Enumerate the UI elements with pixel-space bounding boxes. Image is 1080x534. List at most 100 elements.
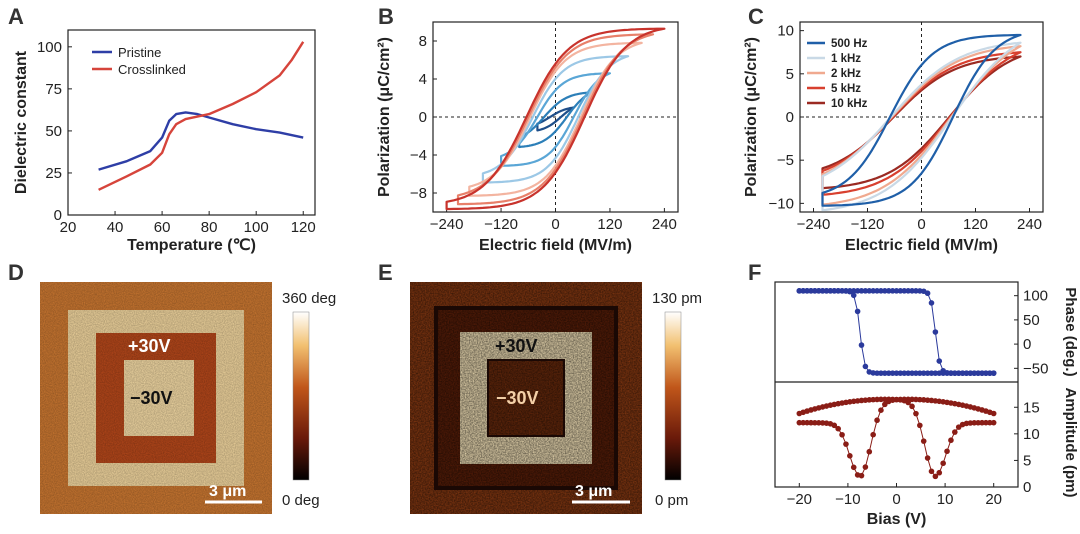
y-axis-label-c: Polarization (μC/cm²) [743,37,760,197]
amp-point-f [913,396,919,403]
amp-point-f [940,460,946,467]
phase-tick-label-f: 0 [1023,336,1031,353]
phase-point-f [924,370,931,376]
phase-point-f [909,288,915,294]
y-tick-label-b: −8 [410,185,427,202]
x-tick-label-c: 0 [917,216,925,233]
legend-label-crosslinked: Crosslinked [118,62,186,77]
amp-tick-label-f: 15 [1023,399,1040,416]
axes-frame-f [774,281,1019,488]
amp-point-f [936,469,943,476]
amp-tick-label-f: 0 [1023,479,1031,496]
x-tick-label-f: 20 [985,491,1002,508]
series-line-crosslinked [98,41,305,191]
amp-point-f [924,455,931,461]
x-tick-label-a: 40 [107,219,124,236]
phase-point-f [901,370,908,376]
phase-point-f [987,370,993,376]
x-tick-label-f: 10 [937,491,954,508]
amp-point-f [854,472,861,478]
amp-point-f [975,419,981,426]
scalebar-label-d: 3 μm [209,483,246,500]
amp-point-f [815,419,822,426]
legend-label-c: 10 kHz [831,98,868,110]
phase-point-f [812,288,818,294]
phase-point-f [936,358,943,364]
x-axis-label-f: Bias (V) [867,511,927,528]
phase-point-f [808,288,814,294]
amp-point-f [920,438,927,444]
y-tick-label-a: 75 [45,81,62,98]
amp-point-f [874,396,880,403]
panel-label-e: E [378,260,393,285]
phase-point-f [967,370,974,376]
amp-tick-label-f: 5 [1023,452,1031,469]
chart-c: −240 −120 0 120 240 −10 −5 0 5 10 Electric field (… [743,21,1044,254]
phase-point-f [905,370,911,376]
amp-point-f [990,419,997,426]
phase-point-f [913,370,919,376]
hysteresis-loop-160 [481,55,630,184]
phase-point-f [990,370,997,376]
phase-point-f [893,288,900,294]
phase-point-f [839,288,845,294]
amp-point-f [839,431,845,438]
legend-label-pristine: Pristine [118,45,161,60]
phase-point-f [932,370,939,376]
phase-point-f [858,342,865,348]
panel-label-a: A [8,4,24,29]
phase-point-f [870,288,876,294]
amp-point-f [987,419,993,426]
y-tick-label-c: 10 [777,23,794,40]
x-tick-label-b: 0 [551,216,559,233]
legend-label-c: 500 Hz [831,38,868,50]
x-tick-label-a: 60 [154,219,171,236]
phase-point-f [889,288,896,294]
y-tick-label-c: −10 [769,195,794,212]
x-tick-label-b: −240 [430,216,464,233]
y-tick-label-a: 25 [45,165,62,182]
amp-point-f [804,419,810,426]
y-tick-label-c: −5 [777,152,794,169]
phase-point-f [862,288,869,294]
phase-point-f [924,290,931,297]
amp-point-f [870,431,876,438]
y-tick-label-a: 0 [54,207,62,224]
phase-point-f [796,288,803,294]
phase-point-f [952,370,958,376]
amp-point-f [928,468,935,475]
x-tick-label-c: −120 [851,216,885,233]
axes-frame-a [67,29,316,216]
amp-point-f [909,396,915,403]
x-tick-label-c: −240 [797,216,831,233]
amp-point-f [878,407,884,414]
amp-line-f [799,398,994,477]
amp-point-f [862,464,869,470]
x-axis-label-a: Temperature (℃) [127,237,256,254]
label-minus-30v-d: −30V [130,388,173,408]
phase-point-f [940,370,946,376]
colorbar-max-e: 130 pm [652,290,702,307]
amp-point-f [866,448,873,455]
phase-point-f [920,370,927,376]
hysteresis-loop-500-hz [821,33,1022,207]
colorbar-min-e: 0 pm [655,492,688,509]
phase-point-f [866,288,873,294]
phase-point-f [878,370,884,376]
label-plus-30v-e: +30V [495,336,538,356]
y-tick-label-a: 50 [45,123,62,140]
chart-f: −20 −10 0 10 20 100 50 0 −50 0 5 10 15 Bias (V) Phase … [774,281,1079,528]
x-tick-label-b: 240 [652,216,677,233]
phase-axis-label-f: Phase (deg.) [1062,287,1079,376]
amp-point-f [819,420,826,426]
x-tick-label-c: 240 [1017,216,1042,233]
scalebar-label-e: 3 μm [575,483,612,500]
phase-point-f [878,288,884,294]
amp-point-f [971,420,978,426]
phase-point-f [901,288,908,294]
colorbar-d: 360 deg 0 deg [282,290,336,509]
phase-point-f [979,370,985,376]
hysteresis-loop-215 [456,33,655,206]
